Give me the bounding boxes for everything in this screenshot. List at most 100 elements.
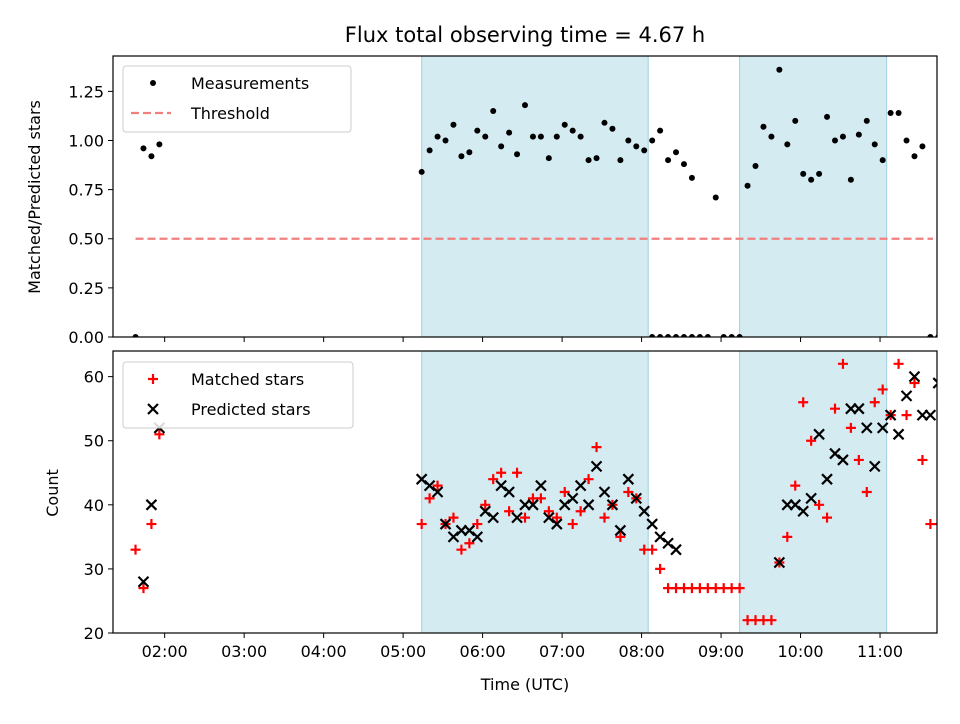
top-y-axis-label: Matched/Predicted stars (25, 100, 44, 294)
measurement-point (903, 137, 910, 144)
matched-star-point (861, 487, 872, 497)
measurement-point (156, 141, 163, 148)
legend-label: Predicted stars (191, 400, 311, 419)
predicted-star-point (535, 479, 547, 492)
measurement-point (887, 109, 894, 116)
predicted-star-point (471, 531, 484, 543)
measurement-point (585, 157, 592, 164)
measurement-point (649, 334, 656, 337)
shaded-interval (421, 350, 649, 634)
measurement-point (696, 334, 703, 337)
matched-star-point (512, 467, 523, 478)
y-tick-label: 1.25 (68, 82, 104, 101)
measurement-point (768, 133, 775, 140)
matched-star-point (647, 544, 658, 555)
axes-frame (112, 350, 938, 634)
predicted-star-point (638, 505, 651, 518)
x-tick-label: 04:00 (301, 642, 347, 661)
measurement-point (871, 141, 878, 148)
measurement-point (808, 176, 815, 183)
measurement-point (863, 117, 870, 124)
measurement-point (625, 137, 632, 144)
matched-star-point (893, 358, 904, 369)
matched-star-point (837, 358, 848, 369)
measurement-point (569, 127, 576, 134)
measurement-point (482, 133, 489, 140)
measurement-point (712, 194, 719, 201)
matched-star-point (472, 519, 483, 530)
shaded-interval (739, 55, 888, 338)
predicted-star-point (797, 505, 809, 518)
y-tick-label: 30 (84, 560, 104, 579)
matched-star-point (448, 512, 459, 523)
measurement-point (657, 334, 664, 337)
measurement-point (847, 176, 854, 183)
predicted-star-point (821, 473, 833, 485)
predicted-star-point (582, 499, 595, 511)
predicted-star-point (868, 460, 881, 473)
shaded-interval (421, 55, 649, 338)
measurement-point (529, 133, 536, 140)
legend-label: Matched stars (191, 370, 304, 389)
predicted-star-point (941, 429, 951, 439)
measurement-point (736, 334, 743, 337)
measurement-point (831, 137, 838, 144)
legend-box (122, 65, 352, 133)
matched-star-point (853, 454, 864, 465)
measurement-point (442, 137, 449, 144)
measurement-point (879, 157, 886, 164)
predicted-star-point (861, 422, 873, 434)
measurement-point (688, 334, 695, 337)
predicted-star-point (646, 518, 658, 530)
measurement-point (553, 133, 560, 140)
predicted-star-point (924, 409, 937, 421)
predicted-star-point (431, 486, 444, 498)
legend-label: Measurements (191, 74, 309, 93)
matched-star-point (480, 499, 491, 510)
measurement-point (824, 113, 831, 120)
matched-star-point (154, 429, 165, 440)
measurement-point (545, 155, 552, 162)
matched-star-point (917, 454, 928, 465)
predicted-star-point (670, 543, 682, 556)
measurement-point (450, 121, 457, 128)
measurement-point (514, 151, 521, 158)
matched-star-point (814, 499, 825, 510)
matched-star-point (901, 410, 912, 421)
measurement-point (617, 157, 624, 164)
predicted-star-point (773, 556, 786, 569)
top-panel: 0.00 0.25 0.50 0.75 1.00 1.25 Measurements Thre… (68, 55, 938, 347)
measurement-point (927, 334, 934, 337)
predicted-star-point (908, 370, 921, 383)
matched-star-point (130, 544, 141, 555)
matched-star-point (869, 397, 880, 408)
predicted-star-point (606, 499, 619, 511)
measurement-point (839, 133, 846, 140)
predicted-star-point (598, 486, 611, 498)
measurement-point (132, 334, 139, 337)
matched-star-point (623, 487, 634, 497)
matched-star-point (599, 512, 610, 523)
measurement-point (752, 163, 759, 170)
matched-star-point (520, 512, 530, 523)
measurement-point (633, 143, 640, 150)
measurement-point (657, 127, 664, 134)
matched-star-point (798, 397, 809, 408)
matched-star-point (559, 487, 570, 497)
measurement-point (466, 149, 473, 156)
x-tick-label: 03:00 (221, 642, 267, 661)
y-tick-label: 0.75 (68, 181, 104, 200)
x-tick-label: 09:00 (698, 642, 744, 661)
measurement-point (418, 168, 425, 175)
measurement-point (855, 131, 862, 138)
matched-star-point (543, 506, 554, 517)
measurement-point (506, 129, 513, 136)
predicted-star-point (813, 428, 825, 441)
measurement-point (816, 170, 823, 177)
chart-title: Flux total observing time = 4.67 h (345, 23, 705, 47)
bottom-y-axis-label: Count (43, 469, 62, 517)
measurement-point (148, 153, 155, 160)
measurement-point (641, 147, 648, 154)
matched-star-point (551, 512, 562, 523)
